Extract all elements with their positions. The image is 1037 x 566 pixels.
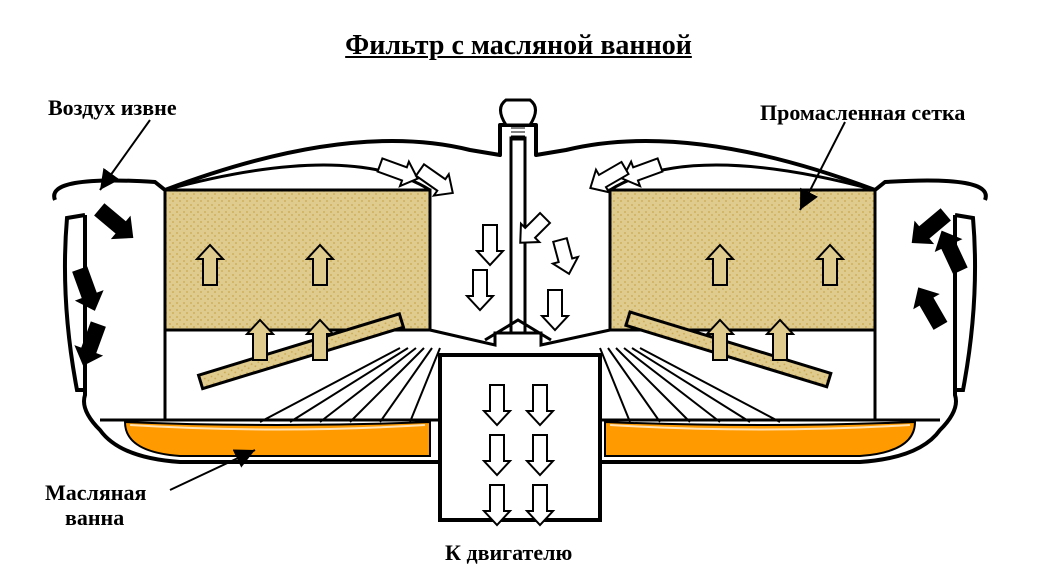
label-oil-bath-2: ванна <box>65 505 124 531</box>
oil-bath-filter-diagram <box>0 0 1037 566</box>
label-oil-bath-1: Масляная <box>45 480 146 506</box>
label-air-in: Воздух извне <box>48 95 177 121</box>
label-to-engine: К двигателю <box>445 540 572 566</box>
diagram-title: Фильтр с масляной ванной <box>0 30 1037 62</box>
label-mesh: Промасленная сетка <box>760 100 965 126</box>
